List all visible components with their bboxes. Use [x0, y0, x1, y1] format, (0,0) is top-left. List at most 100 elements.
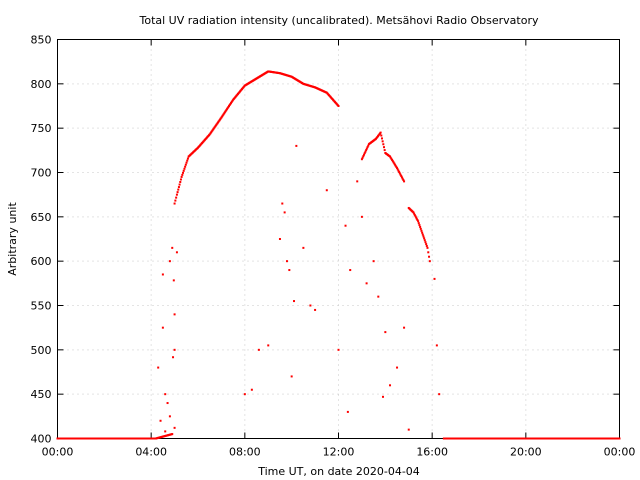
- curve-point: [381, 140, 384, 143]
- grid: [57, 39, 620, 439]
- y-tick-label: 650: [31, 211, 52, 224]
- curve-point: [394, 164, 397, 167]
- curve-point: [181, 173, 184, 176]
- curve-point: [400, 176, 403, 179]
- curve-point: [225, 109, 228, 112]
- curve-point: [421, 231, 424, 234]
- curve-point: [172, 356, 175, 359]
- curve-point: [415, 217, 418, 220]
- x-axis-label: Time UT, on date 2020-04-04: [257, 465, 420, 478]
- curve-point: [379, 131, 382, 134]
- curve-point: [402, 179, 405, 182]
- curve-point: [179, 181, 182, 183]
- scatter-point: [257, 348, 260, 351]
- curve-point: [231, 99, 234, 102]
- data-points: [56, 70, 621, 440]
- curve-point: [423, 239, 426, 242]
- y-tick-label: 750: [31, 122, 52, 135]
- curve-point: [367, 144, 370, 147]
- curve-point: [403, 180, 406, 183]
- curve-point: [399, 173, 402, 176]
- baseline-point: [618, 437, 621, 440]
- curve-point: [363, 152, 366, 155]
- scatter-point: [365, 282, 368, 285]
- curve-point: [225, 108, 228, 111]
- curve-point: [419, 225, 422, 228]
- scatter-point: [161, 273, 164, 276]
- curve-point: [393, 163, 396, 166]
- scatter-point: [349, 269, 352, 272]
- scatter-point: [164, 430, 167, 433]
- scatter-point: [433, 277, 436, 280]
- curve-point: [397, 169, 400, 172]
- scatter-point: [396, 366, 399, 369]
- scatter-point: [173, 313, 176, 316]
- curve-point: [220, 116, 223, 119]
- scatter-point: [325, 189, 328, 192]
- scatter-point: [290, 375, 293, 378]
- scatter-point: [403, 326, 406, 329]
- scatter-point: [288, 269, 291, 272]
- curve-point: [392, 161, 395, 164]
- y-tick-label: 400: [31, 433, 52, 446]
- scatter-point: [372, 260, 375, 263]
- curve-point: [182, 169, 185, 172]
- curve-point: [427, 251, 430, 254]
- scatter-point: [309, 304, 312, 307]
- curve-point: [425, 244, 428, 247]
- x-tick-label: 00:00: [604, 446, 636, 459]
- scatter-point: [161, 326, 164, 329]
- curve-point: [391, 160, 394, 163]
- scatter-point: [159, 419, 162, 422]
- y-tick-label: 550: [31, 300, 52, 313]
- scatter-point: [337, 348, 340, 351]
- curve-point: [414, 215, 417, 218]
- curve-point: [186, 157, 189, 160]
- plot-frame: [57, 39, 620, 439]
- curve-point: [420, 229, 423, 232]
- scatter-point: [384, 331, 387, 334]
- scatter-point: [438, 393, 441, 396]
- curve-point: [428, 255, 431, 258]
- curve-point: [363, 153, 366, 156]
- curve-point: [421, 233, 424, 236]
- curve-point: [228, 104, 231, 107]
- scatter-point: [344, 224, 347, 227]
- curve-point: [398, 172, 401, 175]
- curve-point: [389, 156, 392, 159]
- scatter-point: [166, 402, 169, 405]
- scatter-point: [171, 246, 174, 249]
- curve-point: [230, 101, 233, 104]
- scatter-point: [407, 428, 410, 431]
- curve-point: [360, 158, 363, 161]
- curve-point: [361, 156, 364, 159]
- curve-point: [383, 149, 386, 152]
- y-axis-label: Arbitrary unit: [6, 202, 19, 276]
- scatter-point: [283, 211, 286, 214]
- curve-point: [185, 161, 188, 164]
- scatter-point: [389, 384, 392, 387]
- curve-point: [227, 105, 230, 108]
- curve-point: [366, 146, 369, 149]
- scatter-point: [243, 393, 246, 396]
- curve-point: [184, 163, 187, 166]
- scatter-point: [360, 215, 363, 218]
- curve-point: [389, 155, 392, 158]
- curve-point: [365, 149, 368, 152]
- curve-point: [396, 167, 399, 170]
- curve-point: [391, 158, 394, 161]
- curve-point: [396, 168, 399, 171]
- y-tick-label: 500: [31, 344, 52, 357]
- curve-point: [428, 260, 431, 263]
- curve-point: [423, 237, 426, 240]
- curve-point: [382, 143, 385, 146]
- scatter-point: [302, 246, 305, 249]
- curve-point: [171, 433, 174, 436]
- curve-point: [179, 178, 182, 181]
- curve-point: [175, 193, 178, 196]
- curve-point: [180, 175, 183, 178]
- scatter-point: [157, 366, 160, 369]
- curve-point: [398, 171, 401, 174]
- y-tick-label: 600: [31, 255, 52, 268]
